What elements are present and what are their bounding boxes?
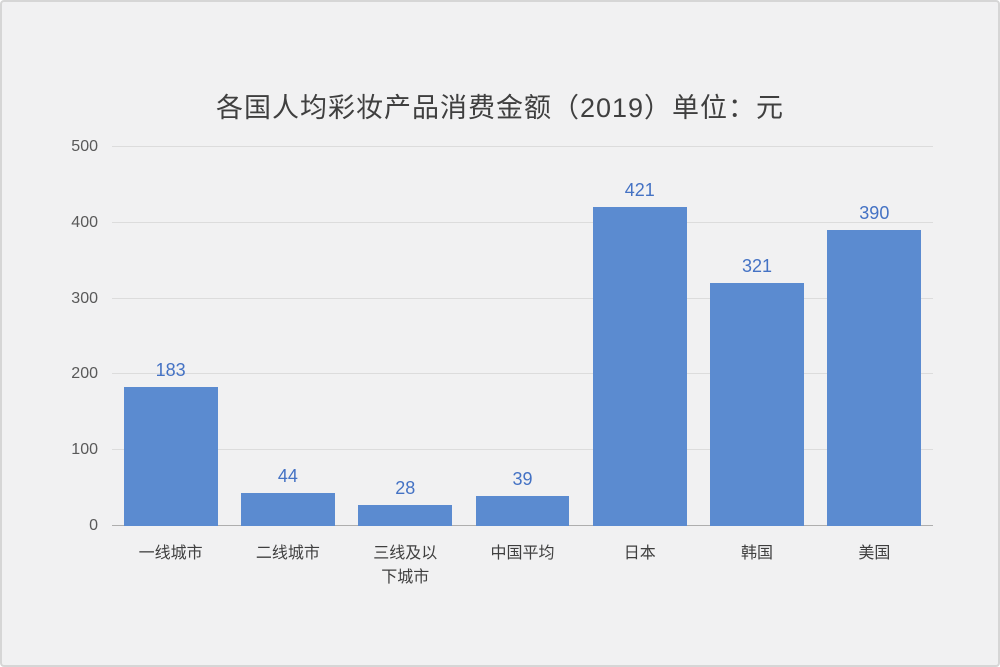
- bar: [827, 230, 922, 526]
- bar-slot: 390: [816, 147, 933, 526]
- category-label: 日本: [623, 545, 656, 562]
- y-tick-label: 0: [89, 517, 98, 534]
- bar-slot: 44: [229, 147, 346, 526]
- category-label: 中国平均: [490, 545, 555, 562]
- bar-value-label: 39: [512, 469, 533, 490]
- plot-area: 0 100 200 300 400 500 183 44 28 39 421 321 390: [71, 138, 933, 534]
- gridline: [112, 146, 933, 147]
- bars: 183 44 28 39 421 321 390: [112, 147, 933, 526]
- bar: [710, 282, 804, 526]
- chart-title: 各国人均彩妆产品消费金额（2019）单位：元: [215, 93, 785, 123]
- category-label: 韩国: [741, 545, 774, 562]
- category-label: 美国: [858, 545, 891, 562]
- bar-slot: 321: [698, 147, 815, 526]
- gridline: [112, 297, 933, 299]
- y-tick-label: 500: [71, 138, 98, 155]
- y-tick-label: 300: [71, 289, 98, 307]
- bar: [241, 492, 335, 526]
- bar-value-label: 390: [859, 203, 890, 224]
- bar-value-label: 28: [395, 477, 416, 498]
- bar: [475, 496, 570, 526]
- category-axis: 一线城市 二线城市 三线及以下城市 中国平均 日本 韩国 美国: [112, 542, 933, 590]
- bar-value-label: 183: [155, 360, 186, 381]
- bar-value-label: 421: [624, 179, 655, 200]
- gridline: [112, 221, 933, 223]
- bar-slot: 183: [112, 147, 229, 526]
- bar-value-label: 321: [742, 255, 773, 276]
- gridline: [112, 449, 933, 451]
- bar-slot: 39: [464, 147, 581, 526]
- y-tick-label: 100: [71, 441, 98, 459]
- category-label: 三线及以下城市: [373, 545, 438, 586]
- bar: [592, 206, 687, 526]
- bar-slot: 421: [581, 147, 698, 526]
- bar-value-label: 44: [277, 465, 298, 486]
- category-label: 一线城市: [138, 545, 203, 562]
- y-tick-label: 400: [71, 213, 98, 231]
- y-tick-label: 200: [71, 365, 98, 383]
- category-label: 二线城市: [255, 545, 320, 562]
- gridline: [112, 373, 933, 375]
- bar: [358, 504, 453, 526]
- bar: [123, 387, 218, 526]
- bar-slot: 28: [347, 147, 464, 526]
- y-axis-ticks: 0 100 200 300 400 500: [71, 138, 933, 534]
